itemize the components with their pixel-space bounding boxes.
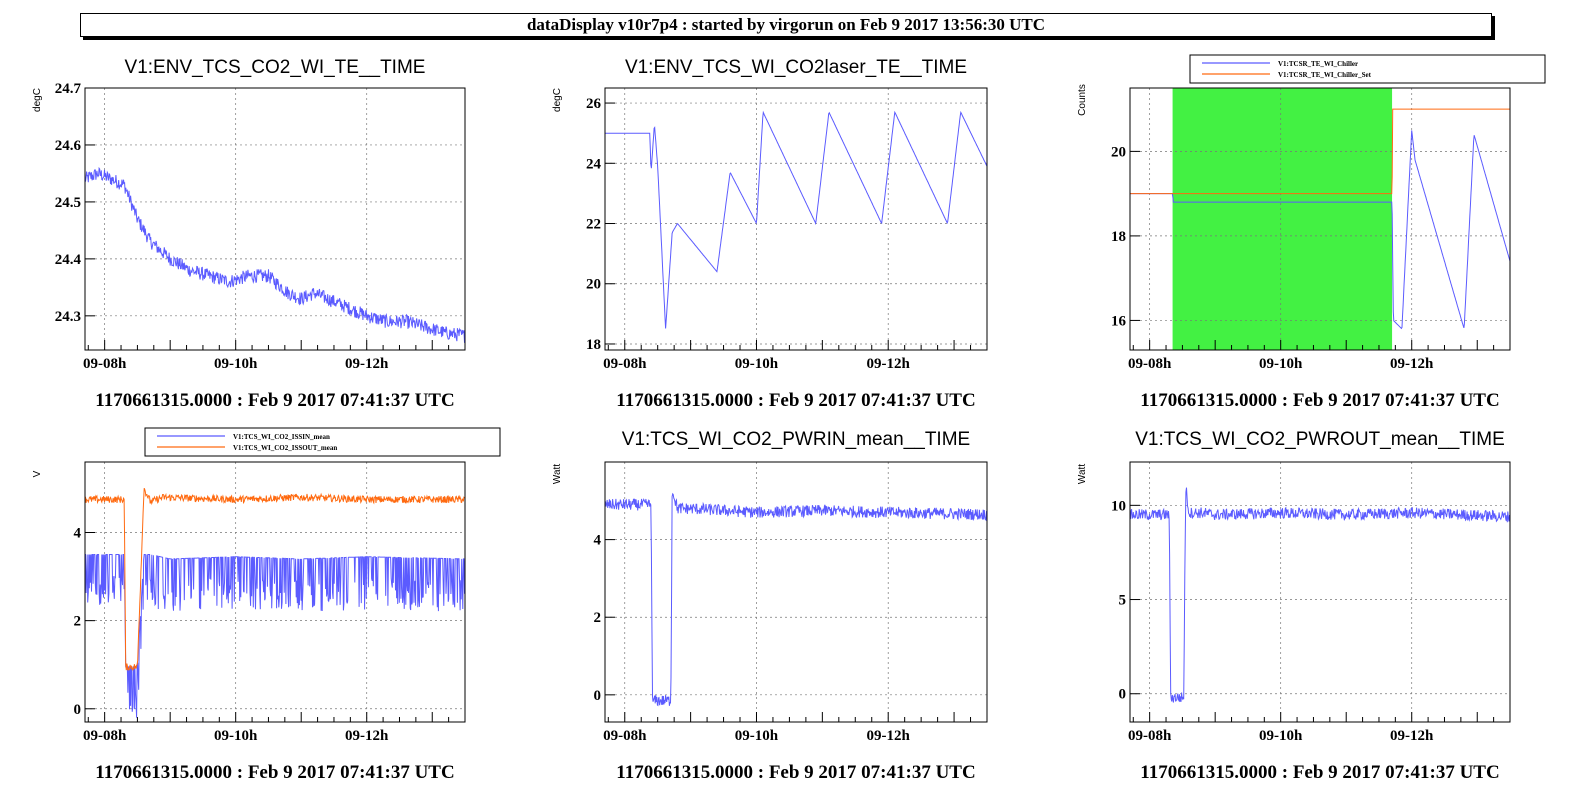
chart-panel-2: V1:ENV_TCS_WI_CO2laser_TE__TIME 18 20 22 24 2… [552,57,988,411]
series-line-1 [1129,487,1511,703]
x-tick-label: 09-10h [1259,356,1303,372]
series-line-1 [604,492,988,707]
x-tick-label: 09-10h [214,356,258,372]
legend-entry-label: V1:TCS_WI_CO2_ISSIN_mean [233,433,330,441]
x-tick-label: 09-10h [1259,728,1303,744]
x-tick-label: 09-08h [603,356,647,372]
chart-panel-5: V1:TCS_WI_CO2_PWRIN_mean__TIME 0 2 4 09-08h 0… [552,429,988,783]
x-tick-label: 09-08h [83,728,127,744]
chart-footer-timestamp: 1170661315.0000 : Feb 9 2017 07:41:37 UT… [616,762,975,783]
series-line-1 [84,166,466,344]
y-tick-label: 10 [1111,498,1126,514]
chart-panel-3: 16 18 20 09-08h 09-10h 09-12h Counts V1:TCSR_TE… [1077,54,1546,411]
y-tick-label: 0 [1119,687,1127,703]
y-axis-label: Watt [552,464,563,484]
legend-box [1189,54,1546,84]
y-axis-label: V [32,470,43,477]
x-tick-label: 09-08h [1128,356,1172,372]
y-axis-label: Counts [1077,84,1088,116]
chart-footer-timestamp: 1170661315.0000 : Feb 9 2017 07:41:37 UT… [95,390,454,411]
chart-title: V1:ENV_TCS_WI_CO2laser_TE__TIME [625,57,967,78]
series-line-1 [1130,130,1511,330]
y-tick-label: 4 [74,526,82,542]
chart-footer-timestamp: 1170661315.0000 : Feb 9 2017 07:41:37 UT… [616,390,975,411]
y-tick-label: 18 [586,337,601,353]
y-tick-label: 24.5 [55,195,81,211]
y-tick-label: 24.7 [55,81,82,97]
x-tick-label: 09-12h [867,356,911,372]
x-tick-label: 09-12h [345,356,389,372]
y-tick-label: 20 [586,277,601,293]
x-tick-label: 09-10h [214,728,258,744]
series-line-2 [1130,108,1510,195]
x-tick-label: 09-08h [603,728,647,744]
legend-entry-label: V1:TCSR_TE_WI_Chiller_Set [1278,71,1372,79]
chart-footer-timestamp: 1170661315.0000 : Feb 9 2017 07:41:37 UT… [1140,390,1499,411]
chart-panel-1: V1:ENV_TCS_CO2_WI_TE__TIME 24.3 24.4 24.5 24… [32,57,466,411]
y-axis-label: degC [552,88,563,112]
legend-entry-label: V1:TCS_WI_CO2_ISSOUT_mean [233,444,337,452]
x-tick-label: 09-10h [735,356,779,372]
y-axis-label: degC [32,88,43,112]
x-tick-label: 09-12h [867,728,911,744]
plot-frame [604,461,988,723]
chart-panel-4: 0 2 4 09-08h 09-10h 09-12h V V1:TCS_WI_CO2_ISSI… [32,427,501,783]
legend-entry-label: V1:TCSR_TE_WI_Chiller [1278,60,1358,68]
chart-title: V1:ENV_TCS_CO2_WI_TE__TIME [125,57,426,78]
y-tick-label: 4 [594,533,602,549]
y-tick-label: 2 [74,614,82,630]
x-tick-label: 09-08h [83,356,127,372]
legend-box [144,427,501,457]
x-tick-label: 09-10h [735,728,779,744]
series-line-1 [605,110,988,329]
plot-frame [604,87,988,351]
y-tick-label: 5 [1119,593,1127,609]
y-tick-label: 16 [1111,313,1127,329]
y-tick-label: 24.4 [55,252,82,268]
chart-panel-6: V1:TCS_WI_CO2_PWROUT_mean__TIME 0 5 10 09-08… [1077,429,1511,783]
y-tick-label: 24.3 [55,309,81,325]
x-tick-label: 09-12h [1390,356,1434,372]
series-line-2 [84,487,466,671]
y-tick-label: 2 [594,610,602,626]
y-tick-label: 24 [586,156,602,172]
chart-footer-timestamp: 1170661315.0000 : Feb 9 2017 07:41:37 UT… [1140,762,1499,783]
display-title-bar: dataDisplay v10r7p4 : started by virgoru… [80,13,1492,37]
y-tick-label: 18 [1111,229,1126,245]
chart-title: V1:TCS_WI_CO2_PWRIN_mean__TIME [622,429,970,450]
x-tick-label: 09-08h [1128,728,1172,744]
plot-frame [1129,461,1511,723]
shaded-region [1172,88,1393,350]
y-axis-label: Watt [1077,464,1088,484]
x-tick-label: 09-12h [1390,728,1434,744]
y-tick-label: 22 [586,217,601,233]
chart-title: V1:TCS_WI_CO2_PWROUT_mean__TIME [1135,429,1505,450]
chart-footer-timestamp: 1170661315.0000 : Feb 9 2017 07:41:37 UT… [95,762,454,783]
plot-frame [1129,87,1511,351]
y-tick-label: 0 [74,702,82,718]
y-tick-label: 26 [586,96,602,112]
plot-frame [84,461,466,723]
plot-frame [84,87,466,351]
x-tick-label: 09-12h [345,728,389,744]
y-tick-label: 20 [1111,144,1126,160]
series-line-1 [85,554,466,718]
y-tick-label: 0 [594,688,602,704]
y-tick-label: 24.6 [55,138,82,154]
